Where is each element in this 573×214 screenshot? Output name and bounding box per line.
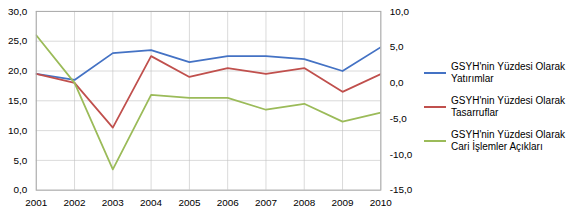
- svg-text:5,0: 5,0: [390, 41, 404, 52]
- html-text:GSYH'nin Yüzdesi Olarak Yatırı: GSYH'nin Yüzdesi Olarak Yatırımlar: [451, 61, 565, 84]
- svg-text:0,0: 0,0: [390, 77, 404, 88]
- svg-text:-5,0: -5,0: [390, 113, 408, 124]
- svg-text:2001: 2001: [25, 197, 48, 208]
- svg-text:2006: 2006: [217, 197, 240, 208]
- html-text:GSYH'nin Yüzdesi Olarak Cari İ: GSYH'nin Yüzdesi Olarak Cari İşlemler Aç…: [451, 129, 565, 152]
- svg-text:0,0: 0,0: [14, 184, 28, 195]
- svg-text:2003: 2003: [102, 197, 125, 208]
- html-text:GSYH'nin Yüzdesi Olarak Tasarr: GSYH'nin Yüzdesi Olarak Tasarruflar: [451, 95, 565, 118]
- svg-text:-15,0: -15,0: [390, 184, 413, 195]
- svg-text:2008: 2008: [293, 197, 316, 208]
- svg-text:2010: 2010: [370, 197, 393, 208]
- svg-text:25,0: 25,0: [8, 35, 28, 46]
- svg-text:30,0: 30,0: [8, 5, 28, 16]
- svg-text:10,0: 10,0: [390, 5, 410, 16]
- svg-text:-10,0: -10,0: [390, 148, 413, 159]
- svg-text:2004: 2004: [140, 197, 163, 208]
- svg-text:2002: 2002: [64, 197, 87, 208]
- svg-text:2009: 2009: [332, 197, 355, 208]
- svg-text:10,0: 10,0: [8, 125, 28, 136]
- svg-text:2005: 2005: [178, 197, 201, 208]
- svg-text:2007: 2007: [255, 197, 278, 208]
- svg-text:5,0: 5,0: [14, 154, 28, 165]
- svg-text:20,0: 20,0: [8, 65, 28, 76]
- svg-text:15,0: 15,0: [8, 95, 28, 106]
